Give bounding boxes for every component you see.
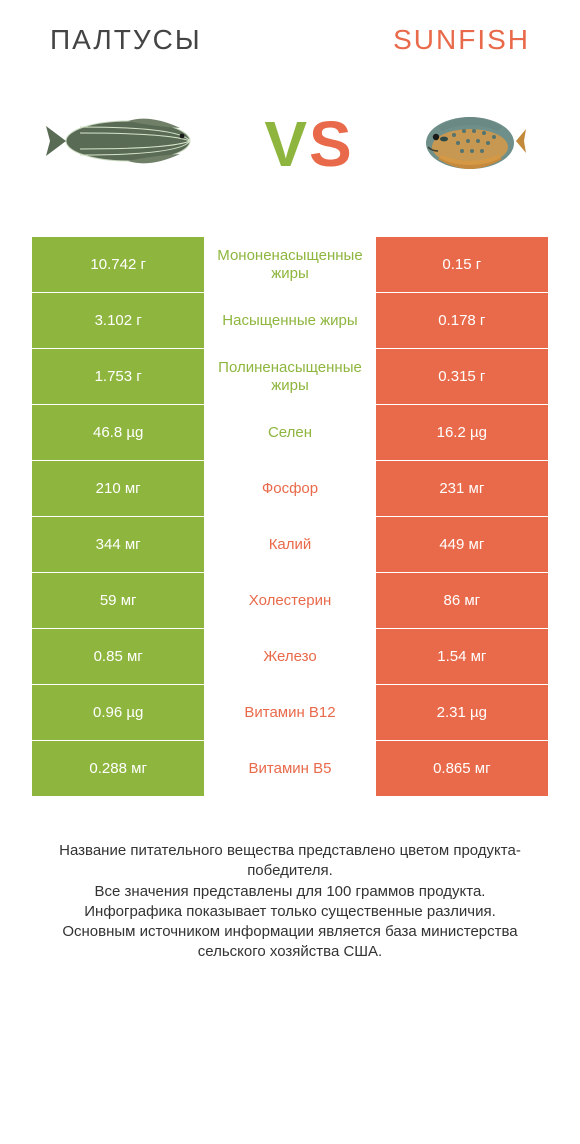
vs-s: S — [309, 112, 354, 176]
nutrient-label: Насыщенные жиры — [204, 293, 375, 348]
value-right: 2.31 µg — [376, 685, 548, 740]
hero-row: VS — [32, 70, 548, 237]
title-right: SUNFISH — [393, 24, 530, 56]
value-left: 10.742 г — [32, 237, 204, 292]
value-right: 0.315 г — [376, 349, 548, 404]
table-row: 0.96 µgВитамин B122.31 µg — [32, 685, 548, 741]
nutrient-label: Калий — [204, 517, 375, 572]
nutrient-label: Витамин B12 — [204, 685, 375, 740]
value-left: 59 мг — [32, 573, 204, 628]
nutrient-label: Фосфор — [204, 461, 375, 516]
footer-line: Инфографика показывает только существенн… — [36, 902, 544, 922]
value-left: 46.8 µg — [32, 405, 204, 460]
value-right: 16.2 µg — [376, 405, 548, 460]
vs-label: VS — [264, 112, 353, 176]
nutrient-label: Селен — [204, 405, 375, 460]
table-row: 1.753 гПолиненасыщенные жиры0.315 г — [32, 349, 548, 405]
footer-line: Основным источником информации является … — [36, 922, 544, 963]
value-left: 0.288 мг — [32, 741, 204, 796]
vs-v: V — [264, 112, 309, 176]
value-left: 3.102 г — [32, 293, 204, 348]
value-left: 210 мг — [32, 461, 204, 516]
halibut-icon — [40, 96, 210, 191]
value-right: 0.178 г — [376, 293, 548, 348]
value-left: 344 мг — [32, 517, 204, 572]
value-right: 86 мг — [376, 573, 548, 628]
footer-line: Название питательного вещества представл… — [36, 841, 544, 882]
footer-text: Название питательного вещества представл… — [32, 797, 548, 963]
table-row: 10.742 гМононенасыщенные жиры0.15 г — [32, 237, 548, 293]
value-left: 0.96 µg — [32, 685, 204, 740]
table-row: 59 мгХолестерин86 мг — [32, 573, 548, 629]
table-row: 0.288 мгВитамин B50.865 мг — [32, 741, 548, 797]
nutrient-label: Железо — [204, 629, 375, 684]
value-right: 231 мг — [376, 461, 548, 516]
value-right: 449 мг — [376, 517, 548, 572]
nutrient-label: Мононенасыщенные жиры — [204, 237, 375, 292]
value-left: 0.85 мг — [32, 629, 204, 684]
nutrient-label: Холестерин — [204, 573, 375, 628]
table-row: 210 мгФосфор231 мг — [32, 461, 548, 517]
title-left: ПАЛТУСЫ — [50, 24, 202, 56]
nutrient-label: Полиненасыщенные жиры — [204, 349, 375, 404]
table-row: 0.85 мгЖелезо1.54 мг — [32, 629, 548, 685]
table-row: 46.8 µgСелен16.2 µg — [32, 405, 548, 461]
sunfish-icon — [408, 101, 528, 186]
table-row: 344 мгКалий449 мг — [32, 517, 548, 573]
value-right: 0.15 г — [376, 237, 548, 292]
footer-line: Все значения представлены для 100 граммо… — [36, 882, 544, 902]
infographic-root: ПАЛТУСЫ SUNFISH VS — [0, 0, 580, 983]
comparison-table: 10.742 гМононенасыщенные жиры0.15 г3.102… — [32, 237, 548, 797]
value-left: 1.753 г — [32, 349, 204, 404]
value-right: 1.54 мг — [376, 629, 548, 684]
value-right: 0.865 мг — [376, 741, 548, 796]
nutrient-label: Витамин B5 — [204, 741, 375, 796]
table-row: 3.102 гНасыщенные жиры0.178 г — [32, 293, 548, 349]
title-row: ПАЛТУСЫ SUNFISH — [32, 24, 548, 70]
